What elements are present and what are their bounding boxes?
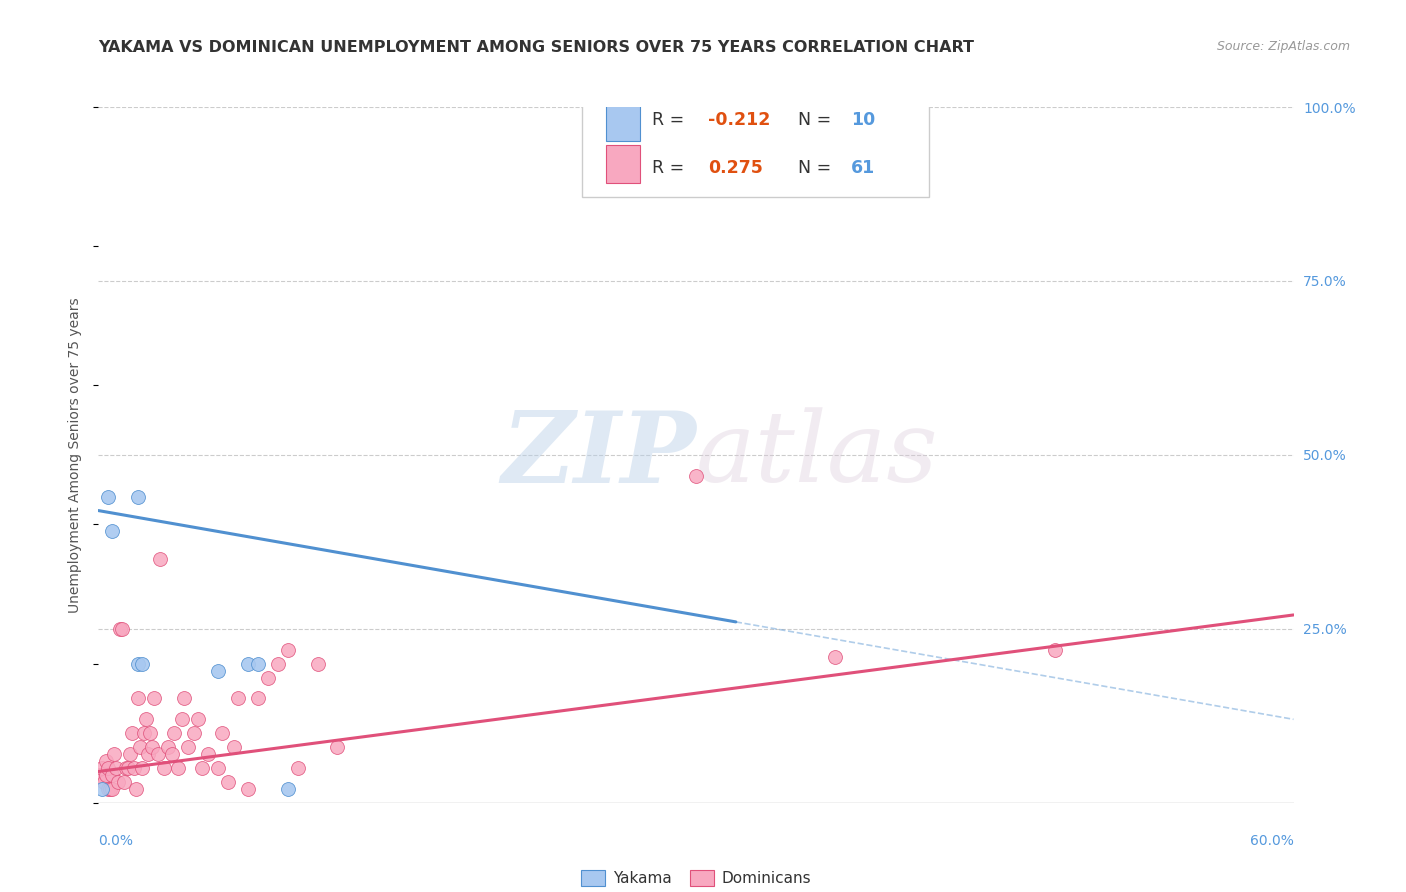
Text: R =: R =	[652, 159, 689, 177]
Point	[277, 781, 299, 796]
Text: 0.275: 0.275	[709, 159, 763, 177]
Point	[91, 761, 114, 775]
Point	[110, 622, 132, 636]
Point	[287, 761, 309, 775]
Point	[134, 726, 156, 740]
Point	[111, 622, 134, 636]
Y-axis label: Unemployment Among Seniors over 75 years: Unemployment Among Seniors over 75 years	[69, 297, 83, 613]
Point	[143, 691, 166, 706]
Point	[97, 781, 120, 796]
Text: N =: N =	[797, 111, 837, 129]
Point	[131, 657, 153, 671]
Point	[136, 747, 159, 761]
Text: atlas: atlas	[696, 408, 939, 502]
Text: 0.0%: 0.0%	[98, 834, 134, 848]
Point	[148, 747, 170, 761]
Point	[163, 726, 186, 740]
Point	[173, 691, 195, 706]
Point	[135, 712, 157, 726]
Point	[125, 781, 148, 796]
Point	[97, 490, 120, 504]
Legend: Yakama, Dominicans: Yakama, Dominicans	[575, 864, 817, 892]
Point	[226, 691, 249, 706]
Point	[103, 747, 125, 761]
Point	[236, 657, 259, 671]
Point	[115, 761, 138, 775]
Point	[121, 726, 143, 740]
FancyBboxPatch shape	[606, 103, 640, 141]
Point	[236, 781, 259, 796]
Point	[91, 781, 114, 796]
FancyBboxPatch shape	[606, 145, 640, 183]
Point	[307, 657, 329, 671]
Point	[211, 726, 233, 740]
Point	[222, 740, 245, 755]
Point	[117, 761, 139, 775]
Point	[824, 649, 846, 664]
Point	[246, 691, 269, 706]
Point	[105, 761, 128, 775]
Text: N =: N =	[797, 159, 837, 177]
Point	[96, 768, 118, 782]
Text: YAKAMA VS DOMINICAN UNEMPLOYMENT AMONG SENIORS OVER 75 YEARS CORRELATION CHART: YAKAMA VS DOMINICAN UNEMPLOYMENT AMONG S…	[98, 40, 974, 55]
Point	[93, 775, 115, 789]
Point	[112, 775, 135, 789]
Point	[256, 671, 278, 685]
Text: 61: 61	[852, 159, 876, 177]
Point	[246, 657, 269, 671]
Point	[127, 490, 149, 504]
Point	[685, 468, 707, 483]
Point	[120, 747, 142, 761]
Point	[127, 691, 149, 706]
Point	[177, 740, 200, 755]
Point	[96, 754, 118, 768]
Text: R =: R =	[652, 111, 689, 129]
Text: -0.212: -0.212	[709, 111, 770, 129]
Point	[149, 552, 172, 566]
Point	[139, 726, 162, 740]
Point	[141, 740, 163, 755]
Point	[157, 740, 180, 755]
Point	[124, 761, 146, 775]
Point	[183, 726, 205, 740]
Point	[160, 747, 183, 761]
Point	[1043, 642, 1066, 657]
Point	[197, 747, 219, 761]
Point	[207, 664, 229, 678]
Text: 10: 10	[852, 111, 876, 129]
Point	[101, 768, 124, 782]
Point	[153, 761, 176, 775]
FancyBboxPatch shape	[582, 93, 929, 197]
Text: ZIP: ZIP	[501, 407, 696, 503]
Point	[277, 642, 299, 657]
Text: Source: ZipAtlas.com: Source: ZipAtlas.com	[1216, 40, 1350, 54]
Point	[191, 761, 214, 775]
Point	[100, 781, 122, 796]
Point	[267, 657, 290, 671]
Point	[187, 712, 209, 726]
Point	[97, 761, 120, 775]
Text: 60.0%: 60.0%	[1250, 834, 1294, 848]
Point	[127, 657, 149, 671]
Point	[101, 524, 124, 539]
Point	[89, 768, 111, 782]
Point	[217, 775, 239, 789]
Point	[172, 712, 194, 726]
Point	[129, 740, 152, 755]
Point	[101, 781, 124, 796]
Point	[107, 775, 129, 789]
Point	[326, 740, 349, 755]
Point	[167, 761, 190, 775]
Point	[207, 761, 229, 775]
Point	[131, 761, 153, 775]
